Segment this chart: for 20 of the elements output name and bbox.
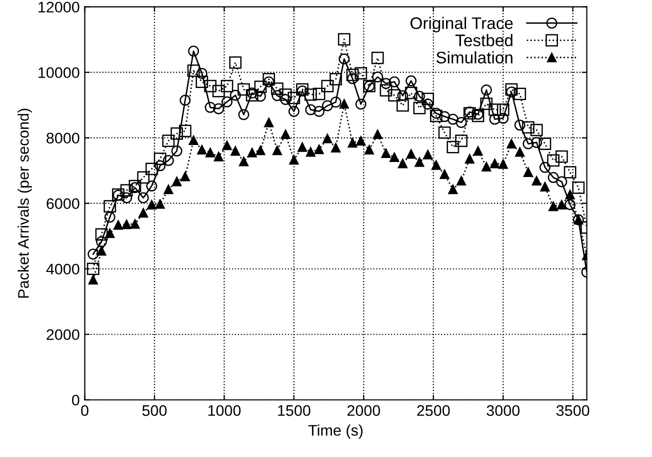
x-tick-label: 1500 [278, 405, 310, 416]
x-tick-label: 0 [81, 405, 88, 416]
x-tick-label: 2500 [417, 405, 450, 416]
x-axis-title: Time (s) [308, 424, 363, 439]
legend-label: Simulation [436, 51, 512, 64]
legend-label: Testbed [455, 34, 512, 46]
legend-label: Original Trace [410, 16, 513, 32]
x-tick-label: 3500 [556, 405, 590, 416]
y-tick-label: 6000 [46, 198, 80, 210]
x-tick-label: 3000 [486, 405, 520, 416]
y-tick-label: 2000 [46, 329, 80, 340]
y-tick-label: 0 [72, 394, 80, 406]
x-tick-label: 1000 [208, 405, 241, 416]
y-tick-label: 10000 [38, 67, 80, 78]
y-axis-title: Packet Arrivals (per second) [18, 108, 32, 298]
y-tick-label: 4000 [46, 264, 80, 275]
x-tick-label: 2000 [347, 405, 380, 416]
x-tick-label: 500 [142, 405, 167, 416]
y-tick-label: 8000 [46, 132, 80, 144]
y-tick-label: 12000 [38, 2, 80, 13]
